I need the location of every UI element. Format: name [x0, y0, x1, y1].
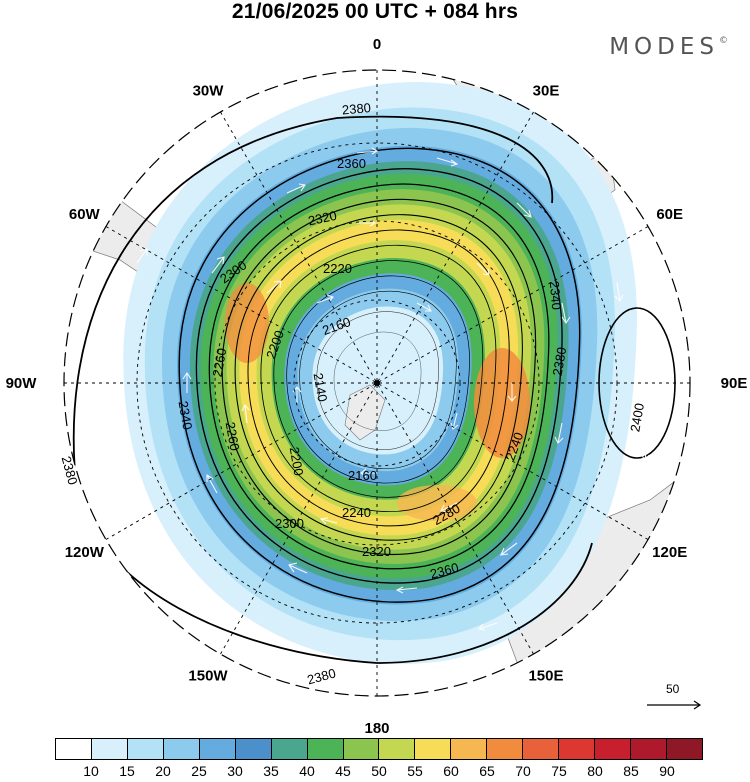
colorbar-cell	[415, 739, 452, 759]
longitude-label: 30W	[193, 82, 225, 99]
south-pole-marker	[374, 380, 380, 386]
colorbar	[55, 738, 703, 760]
longitude-labels: 0 30E 60E 90E 120E 150E 180 150W 120W 90W 60W 30W	[6, 36, 748, 735]
colorbar-tick-label: 80	[587, 763, 603, 779]
longitude-label: 60W	[69, 206, 101, 223]
colorbar-tick-label: 60	[443, 763, 459, 779]
longitude-label: 150E	[528, 668, 563, 685]
longitude-label: 180	[364, 720, 389, 735]
graticule	[64, 70, 690, 696]
contour-label: 2400	[627, 402, 647, 433]
contour-label: 2380	[341, 100, 371, 117]
brand-name: MODES	[609, 34, 719, 60]
colorbar-cell	[379, 739, 416, 759]
colorbar-cell	[56, 739, 92, 759]
colorbar-cell	[487, 739, 524, 759]
jet-max-south	[397, 485, 477, 521]
longitude-label: 90E	[721, 375, 748, 392]
colorbar-tick-label: 25	[191, 763, 207, 779]
longitude-label: 0	[373, 36, 381, 53]
wind-speed-shading	[123, 81, 637, 664]
colorbar-cell	[127, 739, 164, 759]
contour-label: 2260	[223, 421, 243, 452]
colorbar-cell	[163, 739, 200, 759]
contour-label: 2360	[337, 156, 366, 171]
colorbar-cell	[451, 739, 488, 759]
reference-vector	[647, 700, 702, 710]
longitude-label: 60E	[656, 206, 683, 223]
colorbar-cell	[271, 739, 308, 759]
longitude-label: 30E	[533, 82, 560, 99]
colorbar-cell	[91, 739, 128, 759]
longitude-label: 150W	[188, 668, 228, 685]
colorbar-cell	[523, 739, 560, 759]
colorbar-cell	[666, 739, 702, 759]
colorbar-tick-label: 85	[623, 763, 639, 779]
colorbar-cell	[559, 739, 596, 759]
contour-label: 2220	[323, 261, 352, 276]
colorbar-cell	[235, 739, 272, 759]
contour-label: 2260	[210, 347, 230, 378]
jet-max-east	[474, 348, 530, 458]
longitude-label: 90W	[6, 375, 38, 392]
wind-vectors	[111, 147, 650, 631]
contour-label: 2340	[176, 400, 196, 431]
colorbar-tick-label: 20	[155, 763, 171, 779]
contour-label: 2160	[348, 468, 377, 483]
contour-label: 2380	[306, 665, 338, 687]
brand-logo: MODES©	[609, 34, 728, 60]
polar-stereographic-map: 2380 2360 2320 2300 2220 2160 2140 2200 …	[6, 36, 748, 735]
colorbar-tick-label: 45	[335, 763, 351, 779]
colorbar-tick-label: 30	[227, 763, 243, 779]
longitude-label: 120W	[65, 544, 105, 561]
contour-label: 2320	[307, 208, 338, 229]
colorbar-tick-label: 70	[515, 763, 531, 779]
colorbar-cell	[343, 739, 380, 759]
colorbar-tick-label: 55	[407, 763, 423, 779]
reference-vector-label: 50	[666, 682, 680, 696]
contour-label: 2300	[275, 516, 304, 531]
contour-label: 2340	[547, 280, 564, 310]
colorbar-tick-label: 40	[299, 763, 315, 779]
colorbar-tick-label: 50	[371, 763, 387, 779]
colorbar-tick-label: 75	[551, 763, 567, 779]
map-title: 21/06/2025 00 UTC + 084 hrs	[231, 0, 519, 23]
colorbar-cell	[199, 739, 236, 759]
contour-label: 2380	[550, 346, 570, 377]
jet-max-west	[225, 283, 269, 363]
contour-label: 2240	[342, 505, 371, 520]
colorbar-tick-label: 35	[263, 763, 279, 779]
longitude-label: 120E	[652, 544, 687, 561]
colorbar-tick-label: 65	[479, 763, 495, 779]
colorbar-cell	[307, 739, 344, 759]
contour-label: 2320	[362, 544, 391, 559]
colorbar-cell	[631, 739, 667, 759]
contour-label: 2380	[59, 455, 81, 487]
colorbar-tick-label: 10	[83, 763, 99, 779]
colorbar-tick-label: 15	[119, 763, 135, 779]
contour-label: 2140	[311, 372, 331, 403]
colorbar-tick-label: 90	[659, 763, 675, 779]
map-boundary	[63, 69, 691, 697]
contour-label: 2200	[287, 446, 307, 477]
colorbar-labels: 10 15 20 25 30 35 40 45 50 55 60 65 70 75 80 85 90	[55, 763, 703, 781]
copyright-mark: ©	[719, 36, 728, 46]
contour-label: 2360	[428, 560, 460, 582]
antarctica-land	[344, 384, 386, 441]
colorbar-cell	[595, 739, 631, 759]
